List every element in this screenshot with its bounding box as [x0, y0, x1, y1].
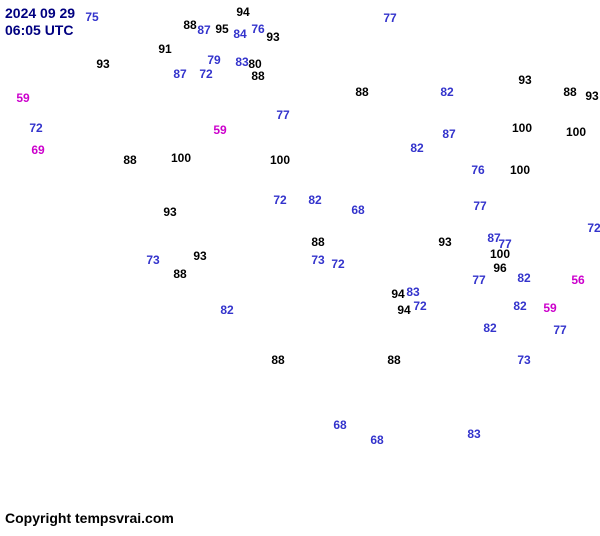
data-point: 88	[355, 85, 368, 99]
data-point: 91	[158, 42, 171, 56]
data-point: 59	[213, 123, 226, 137]
data-point: 83	[467, 427, 480, 441]
data-point: 84	[233, 27, 246, 41]
data-point: 93	[438, 235, 451, 249]
data-point: 72	[29, 121, 42, 135]
data-point: 83	[235, 55, 248, 69]
data-point: 100	[566, 125, 586, 139]
data-point: 77	[473, 199, 486, 213]
data-point: 69	[31, 143, 44, 157]
data-point: 100	[512, 121, 532, 135]
time-label: 06:05 UTC	[5, 22, 75, 39]
data-point: 100	[171, 151, 191, 165]
copyright-label: Copyright tempsvrai.com	[5, 510, 174, 526]
data-point: 75	[85, 10, 98, 24]
data-point: 82	[440, 85, 453, 99]
data-point: 88	[173, 267, 186, 281]
data-point: 88	[271, 353, 284, 367]
data-point: 87	[173, 67, 186, 81]
data-point: 72	[331, 257, 344, 271]
data-point: 76	[471, 163, 484, 177]
data-point: 100	[270, 153, 290, 167]
data-point: 82	[483, 321, 496, 335]
data-point: 72	[587, 221, 600, 235]
data-point: 68	[351, 203, 364, 217]
data-point: 59	[543, 301, 556, 315]
data-point: 72	[413, 299, 426, 313]
data-point: 77	[472, 273, 485, 287]
data-point: 59	[16, 91, 29, 105]
data-point: 93	[518, 73, 531, 87]
data-point: 93	[163, 205, 176, 219]
data-point: 88	[251, 69, 264, 83]
data-point: 93	[96, 57, 109, 71]
data-point: 96	[493, 261, 506, 275]
data-point: 76	[251, 22, 264, 36]
data-point: 77	[383, 11, 396, 25]
timestamp-header: 2024 09 29 06:05 UTC	[5, 5, 75, 39]
data-point: 73	[517, 353, 530, 367]
data-point: 93	[585, 89, 598, 103]
data-point: 94	[397, 303, 410, 317]
data-point: 72	[273, 193, 286, 207]
data-point: 83	[406, 285, 419, 299]
data-point: 73	[146, 253, 159, 267]
data-point: 82	[517, 271, 530, 285]
date-label: 2024 09 29	[5, 5, 75, 22]
data-point: 82	[308, 193, 321, 207]
data-point: 95	[215, 22, 228, 36]
data-point: 77	[553, 323, 566, 337]
data-point: 77	[276, 108, 289, 122]
data-point: 87	[442, 127, 455, 141]
data-point: 100	[490, 247, 510, 261]
data-point: 79	[207, 53, 220, 67]
data-point: 82	[513, 299, 526, 313]
data-point: 100	[510, 163, 530, 177]
data-point: 93	[266, 30, 279, 44]
data-point: 88	[563, 85, 576, 99]
data-point: 68	[333, 418, 346, 432]
data-point: 93	[193, 249, 206, 263]
data-point: 56	[571, 273, 584, 287]
data-point: 88	[387, 353, 400, 367]
data-point: 72	[199, 67, 212, 81]
data-point: 94	[236, 5, 249, 19]
data-point: 87	[197, 23, 210, 37]
data-point: 88	[311, 235, 324, 249]
data-point: 94	[391, 287, 404, 301]
data-point: 88	[123, 153, 136, 167]
data-point: 68	[370, 433, 383, 447]
data-point: 82	[410, 141, 423, 155]
data-point: 82	[220, 303, 233, 317]
data-point: 88	[183, 18, 196, 32]
data-point: 73	[311, 253, 324, 267]
